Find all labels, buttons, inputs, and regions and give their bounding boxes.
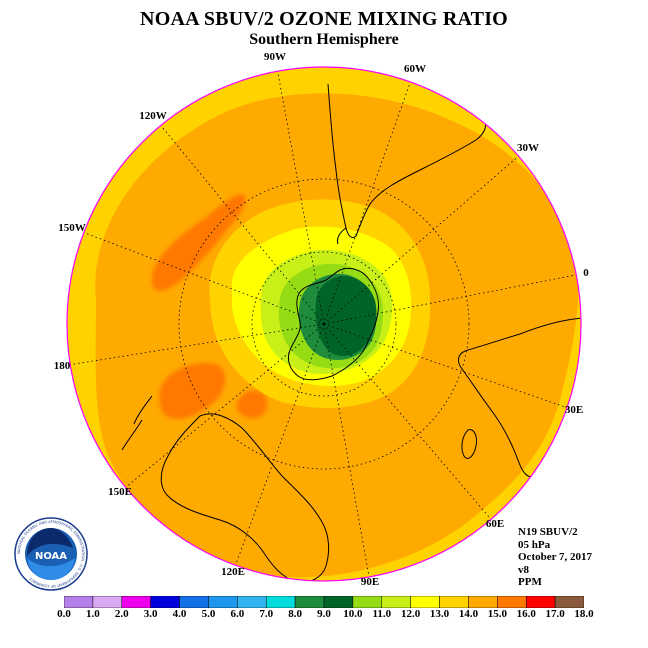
longitude-label-30e: 30E: [564, 404, 584, 416]
colorbar-tick-label: 14.0: [458, 608, 479, 620]
colorbar-swatch-5: [208, 596, 238, 608]
colorbar-swatch-7: [265, 596, 296, 608]
longitude-label-90w: 90W: [264, 51, 286, 63]
longitude-label-60e: 60E: [485, 518, 505, 530]
south-america-coastline: [327, 83, 487, 245]
longitude-label-30w: 30W: [517, 142, 539, 154]
colorbar-swatch-12: [410, 596, 440, 608]
madagascar-coastline: [461, 429, 477, 459]
longitude-label-120w: 120W: [139, 110, 167, 122]
page-title: NOAA SBUV/2 OZONE MIXING RATIO: [140, 8, 508, 30]
pressure-level-label: 05 hPa: [518, 538, 551, 551]
colorbar-swatch-2: [121, 596, 151, 608]
latitude-circle-30s: [178, 178, 470, 470]
colorbar-tick-label: 17.0: [545, 608, 565, 620]
colorbar-swatch-15: [497, 596, 527, 608]
colorbar-tick-label: 2.0: [114, 608, 129, 620]
colorbar-swatch-8: [294, 596, 325, 608]
colorbar-tick-label: 6.0: [230, 608, 245, 620]
contour-10-max: [315, 276, 377, 356]
longitude-label-60w: 60W: [404, 63, 426, 75]
version-label: v8: [518, 563, 529, 576]
colorbar-swatch-13: [439, 596, 469, 608]
colorbar-tick-label: 4.0: [172, 608, 187, 620]
colorbar-tick-label: 11.0: [372, 608, 392, 620]
date-label: October 7, 2017: [518, 551, 593, 563]
longitude-label-150w: 150W: [58, 222, 86, 234]
colorbar-swatch-1: [92, 596, 123, 608]
map-border: [66, 66, 582, 582]
colorbar-swatch-4: [179, 596, 209, 608]
colorbar-swatch-0: [64, 596, 94, 608]
contour-15-16-west: [151, 193, 246, 291]
colorbar-tick-label: 18.0: [574, 608, 594, 620]
colorbar-tick-label: 8.0: [288, 608, 302, 620]
colorbar-tick-label: 15.0: [487, 608, 507, 620]
longitude-label-0: 0: [583, 267, 589, 279]
info-box: N19 SBUV/2 05 hPa October 7, 2017 v8 PPM: [518, 526, 592, 589]
units-label: PPM: [518, 576, 542, 588]
colorbar-swatch-14: [468, 596, 498, 608]
noaa-logo: NOAA NATIONAL OCEANIC AND ATMOSPHERIC AD…: [14, 517, 88, 591]
logo-text: NOAA: [35, 551, 67, 562]
colorbar-swatch-9: [323, 596, 354, 608]
longitude-label-150e: 150E: [108, 486, 132, 498]
antarctica-coastline: [287, 267, 379, 381]
colorbar: [64, 596, 584, 608]
colorbar-tick-label: 1.0: [86, 608, 100, 620]
colorbar-swatch-17: [554, 596, 584, 608]
colorbar-tick-label: 9.0: [317, 608, 331, 620]
australia-coastline: [160, 413, 330, 581]
colorbar-swatch-6: [237, 596, 267, 608]
longitude-label-180: 180: [53, 360, 71, 372]
colorbar-tick-label: 7.0: [259, 608, 274, 620]
colorbar-tick-label: 13.0: [429, 608, 450, 620]
longitude-label-120e: 120E: [221, 566, 245, 578]
colorbar-swatch-3: [150, 596, 180, 608]
colorbar-tick-label: 12.0: [401, 608, 421, 620]
colorbar-tick-label: 3.0: [143, 608, 158, 620]
africa-coastline: [457, 317, 581, 478]
contour-15-16-south: [159, 363, 226, 419]
latitude-circle-60s: [251, 251, 397, 397]
colorbar-tick-label: 16.0: [516, 608, 536, 620]
colorbar-tick-label: 10.0: [343, 608, 363, 620]
contour-15-16-south-b: [236, 390, 268, 419]
longitude-label-90e: 90E: [360, 576, 380, 588]
new-zealand-coastline: [121, 395, 153, 451]
colorbar-swatch-11: [381, 596, 411, 608]
page-subtitle: Southern Hemisphere: [249, 31, 399, 48]
colorbar-tick-label: 5.0: [201, 608, 216, 620]
colorbar-tick-label: 0.0: [57, 608, 71, 620]
satellite-label: N19 SBUV/2: [518, 526, 578, 538]
colorbar-swatch-10: [352, 596, 383, 608]
colorbar-swatch-16: [525, 596, 556, 608]
